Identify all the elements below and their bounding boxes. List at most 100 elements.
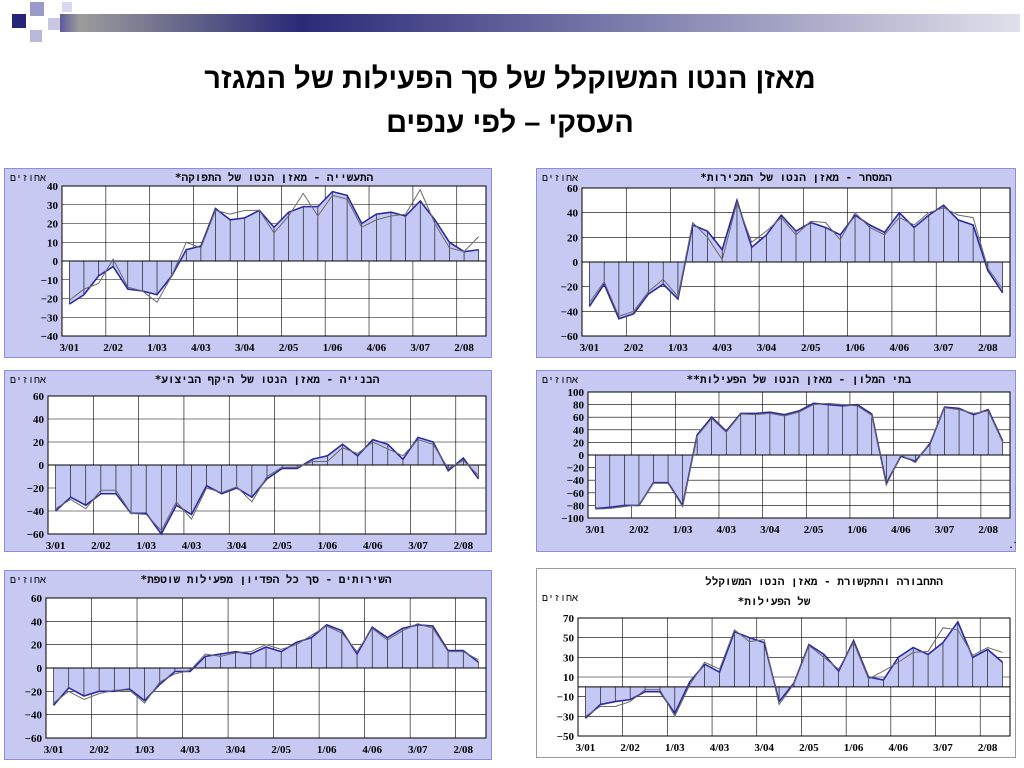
chart-title: התעשייה - מאזן הנטו של התפוקה* <box>175 171 374 184</box>
x-tick-label: 3/01 <box>46 540 66 552</box>
y-tick-label: 20 <box>31 640 43 652</box>
y-tick-label: 0 <box>573 257 579 269</box>
y-tick-label: 60 <box>573 412 585 424</box>
y-tick-label: −10 <box>557 692 575 704</box>
x-tick-label: 1/06 <box>317 744 337 756</box>
x-tick-label: 3/01 <box>60 342 80 354</box>
x-tick-label: 4/03 <box>710 742 730 754</box>
x-tick-label: 4/06 <box>367 342 387 354</box>
chart-title-line-2: של הפעילות* <box>738 595 811 608</box>
x-tick-label: 4/06 <box>888 742 908 754</box>
series-2-line <box>55 439 479 532</box>
y-tick-label: 70 <box>563 613 575 625</box>
y-unit-label: אחוזים <box>10 575 46 586</box>
x-tick-label: 3/04 <box>235 342 255 354</box>
x-tick-label: 2/08 <box>978 342 998 354</box>
y-tick-label: −20 <box>27 483 45 495</box>
x-tick-label: 4/06 <box>363 540 383 552</box>
x-tick-label: 2/05 <box>271 744 291 756</box>
chart-title: התחבורה והתקשורת - מאזן הנטו המשוקלל <box>705 575 943 588</box>
series-2-line <box>53 623 479 704</box>
series-2-line <box>588 201 1004 317</box>
x-tick-label: 1/06 <box>845 342 865 354</box>
y-tick-label: −20 <box>41 294 59 306</box>
y-tick-label: −60 <box>567 488 585 500</box>
y-tick-label: −40 <box>27 506 45 518</box>
y-tick-label: 30 <box>47 200 59 212</box>
y-tick-label: 0 <box>37 663 43 675</box>
x-tick-label: 3/04 <box>760 524 780 536</box>
y-tick-label: −60 <box>27 529 45 541</box>
x-tick-label: 2/02 <box>91 540 111 552</box>
x-tick-label: 2/05 <box>799 742 819 754</box>
x-tick-label: 4/03 <box>191 342 211 354</box>
y-tick-label: 10 <box>47 237 59 249</box>
y-tick-label: 0 <box>39 460 45 472</box>
y-tick-label: −50 <box>557 731 575 743</box>
y-tick-label: 20 <box>47 219 59 231</box>
x-tick-label: 1/06 <box>847 524 867 536</box>
y-tick-label: −20 <box>567 463 585 475</box>
y-tick-label: 20 <box>567 232 579 244</box>
y-tick-label: −40 <box>41 331 59 343</box>
slide-title-line-1: מאזן הנטו המשוקלל של סך הפעילות של המגזר <box>204 63 816 95</box>
x-tick-label: 4/06 <box>891 524 911 536</box>
y-tick-label: −30 <box>41 312 59 324</box>
chart-title: הבנייה - מאזן הנטו של היקף הביצוע* <box>155 373 380 386</box>
x-tick-label: 1/03 <box>147 342 167 354</box>
decor-squares-bar <box>12 2 1020 42</box>
x-tick-label: 1/06 <box>318 540 338 552</box>
x-tick-label: 3/01 <box>576 742 596 754</box>
x-tick-label: 1/03 <box>135 744 155 756</box>
chart-title: בתי המלון - מאזן הנטו של הפעילות** <box>687 373 912 386</box>
x-tick-label: 2/02 <box>89 744 109 756</box>
chart-industry: התעשייה - מאזן הנטו של התפוקה* אחוזים 40 30… <box>4 168 492 358</box>
y-unit-label: אחוזים <box>542 593 578 604</box>
x-tick-label: 3/01 <box>585 524 605 536</box>
x-tick-label: 2/05 <box>279 342 299 354</box>
series-2-line <box>595 402 1004 510</box>
x-tick-label: 1/03 <box>673 524 693 536</box>
x-tick-label: 2/08 <box>454 540 474 552</box>
x-tick-label: 2/08 <box>978 524 998 536</box>
chart-svg: בתי המלון - מאזן הנטו של הפעילות** אחוזים… <box>536 370 1016 552</box>
x-tick-label: 3/07 <box>935 524 955 536</box>
y-tick-label: 60 <box>567 183 579 195</box>
x-tick-label: 3/04 <box>757 342 777 354</box>
y-unit-label: אחוזים <box>542 375 578 386</box>
y-tick-label: −40 <box>25 710 43 722</box>
y-tick-label: 80 <box>573 400 585 412</box>
x-tick-label: 2/08 <box>453 744 473 756</box>
x-tick-label: 2/05 <box>272 540 292 552</box>
x-tick-label: 3/04 <box>754 742 774 754</box>
y-unit-label: אחוזים <box>542 173 578 184</box>
y-tick-label: −20 <box>25 686 43 698</box>
y-tick-label: −10 <box>41 275 59 287</box>
series-1-line <box>55 436 480 536</box>
y-tick-label: −60 <box>561 331 579 343</box>
chart-svg: הבנייה - מאזן הנטו של היקף הביצוע* אחוזים… <box>4 370 492 552</box>
chart-svg: השירותים - סך כל הפדיון מפעילות שוטפת* אח… <box>4 570 492 760</box>
y-tick-label: 40 <box>47 181 59 193</box>
x-tick-label: 4/03 <box>712 342 732 354</box>
x-tick-label: 1/03 <box>668 342 688 354</box>
y-tick-label: 60 <box>33 391 45 403</box>
y-tick-label: −60 <box>25 733 43 745</box>
y-unit-label: אחוזים <box>10 173 46 184</box>
y-tick-label: 10 <box>563 672 575 684</box>
x-tick-label: 3/04 <box>227 540 247 552</box>
y-tick-label: −80 <box>567 500 585 512</box>
y-tick-label: −40 <box>561 306 579 318</box>
chart-transport: התחבורה והתקשורת - מאזן הנטו המשוקלל של ה… <box>536 568 1016 758</box>
x-tick-label: 2/02 <box>624 342 644 354</box>
chart-hotels: בתי המלון - מאזן הנטו של הפעילות** אחוזים… <box>536 370 1016 552</box>
x-tick-label: 4/03 <box>716 524 736 536</box>
x-tick-label: 3/07 <box>408 540 428 552</box>
y-tick-label: 0 <box>53 256 59 268</box>
chart-footnote: **לעומת הרבע המקביל אשתקד. <box>1008 539 1016 551</box>
chart-title: המסחר - מאזן הנטו של המכירות* <box>700 171 892 184</box>
y-tick-label: 50 <box>563 633 575 645</box>
x-tick-label: 4/03 <box>182 540 202 552</box>
